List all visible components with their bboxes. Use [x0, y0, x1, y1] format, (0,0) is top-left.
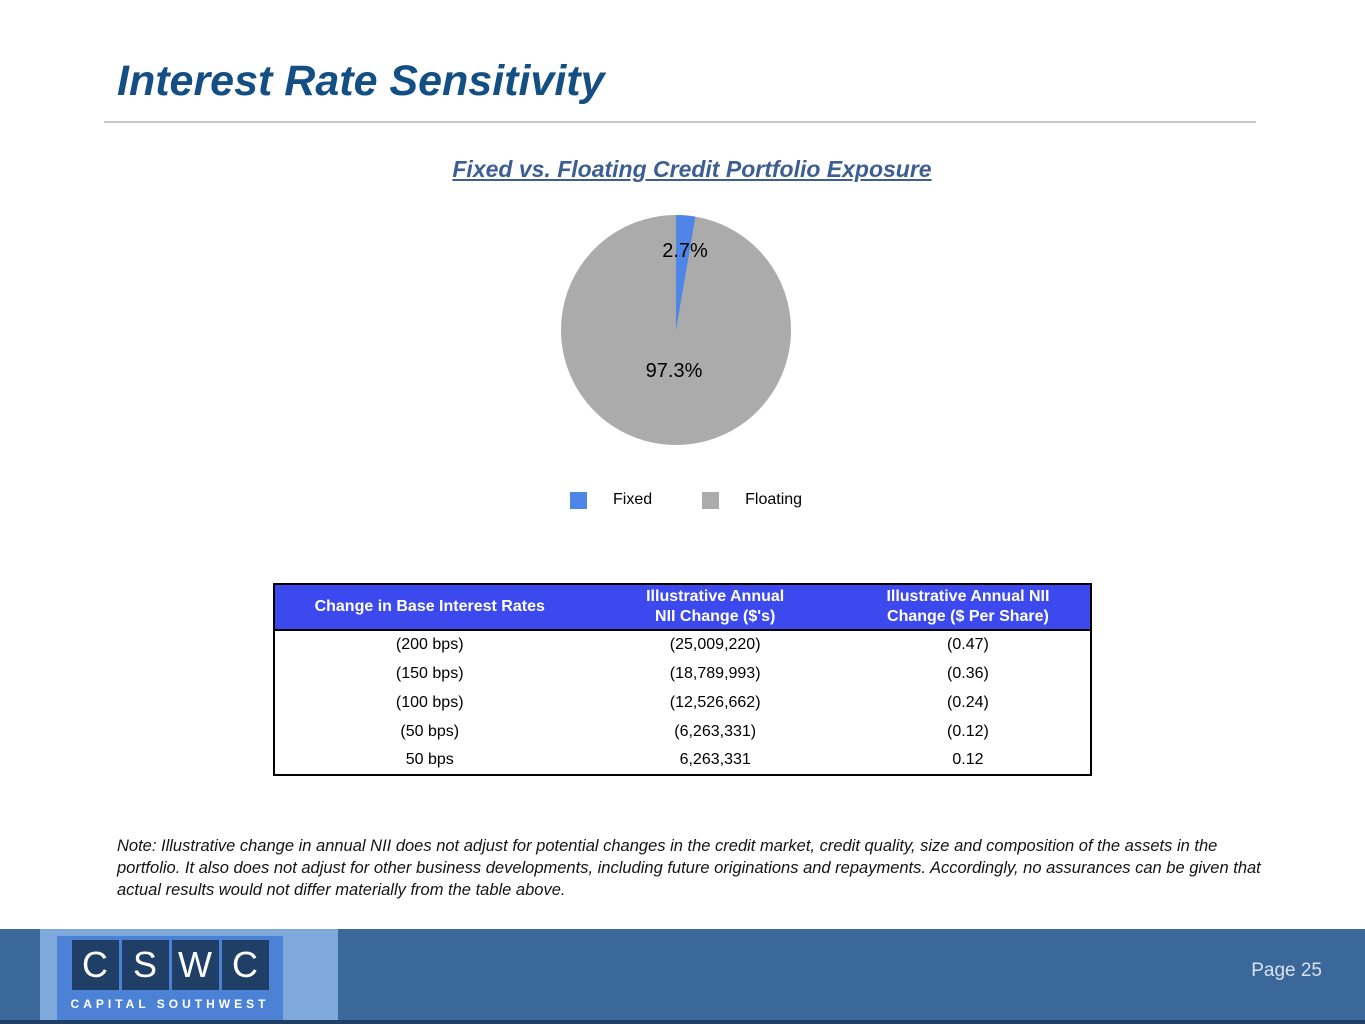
sensitivity-table: Change in Base Interest Rates Illustrativ…	[273, 583, 1092, 776]
logo-letter-tile: W	[171, 940, 219, 990]
table-row: (200 bps) (25,009,220) (0.47)	[274, 630, 1091, 659]
table-cell: (12,526,662)	[584, 688, 846, 717]
page-title: Interest Rate Sensitivity	[117, 57, 605, 105]
table-header-cell: Illustrative Annual NII Change ($'s)	[584, 584, 846, 631]
table-cell: 6,263,331	[584, 746, 846, 775]
table-row: (150 bps) (18,789,993) (0.36)	[274, 659, 1091, 688]
table-cell: (50 bps)	[274, 717, 585, 746]
pie-data-label-floating: 97.3%	[645, 360, 703, 382]
table-cell: 0.12	[845, 746, 1091, 775]
logo-letter-tile: C	[221, 940, 269, 990]
pie-data-label-fixed: 2.7%	[662, 240, 708, 262]
legend-label-floating: Floating	[745, 491, 803, 508]
legend-swatch-fixed-icon	[570, 491, 587, 509]
table-cell: (6,263,331)	[584, 717, 846, 746]
page-number: Page 25	[1251, 960, 1322, 981]
title-divider	[104, 121, 1256, 123]
table-cell: (0.36)	[845, 659, 1091, 688]
logo-subtext: CAPITAL SOUTHWEST	[70, 997, 270, 1011]
table-cell: (0.12)	[845, 717, 1091, 746]
table-header-cell: Illustrative Annual NII Change ($ Per Sh…	[845, 584, 1091, 631]
pie-chart	[561, 215, 791, 445]
pie-chart-svg	[561, 215, 791, 445]
table-cell: (0.47)	[845, 630, 1091, 659]
logo-letter-tile: C	[71, 940, 119, 990]
pie-legend: Fixed Floating	[570, 491, 802, 509]
legend-label-fixed: Fixed	[613, 491, 653, 508]
table-row: 50 bps 6,263,331 0.12	[274, 746, 1091, 775]
table-row: (100 bps) (12,526,662) (0.24)	[274, 688, 1091, 717]
table-row: (50 bps) (6,263,331) (0.12)	[274, 717, 1091, 746]
chart-title: Fixed vs. Floating Credit Portfolio Expo…	[452, 156, 932, 182]
legend-swatch-floating-icon	[702, 491, 720, 509]
table-cell: (25,009,220)	[584, 630, 846, 659]
footnote: Note: Illustrative change in annual NII …	[117, 837, 1261, 899]
table-header-cell: Change in Base Interest Rates	[274, 584, 585, 631]
table-cell: (100 bps)	[274, 688, 585, 717]
table-header-row: Change in Base Interest Rates Illustrativ…	[274, 584, 1091, 631]
table-cell: (150 bps)	[274, 659, 585, 688]
table-cell: 50 bps	[274, 746, 585, 775]
pie-slice-fixed	[676, 215, 696, 330]
table-cell: (200 bps)	[274, 630, 585, 659]
table-cell: (0.24)	[845, 688, 1091, 717]
table-cell: (18,789,993)	[584, 659, 846, 688]
logo-letter-tile: S	[121, 940, 169, 990]
footer-bottom-strip	[0, 1020, 1365, 1024]
